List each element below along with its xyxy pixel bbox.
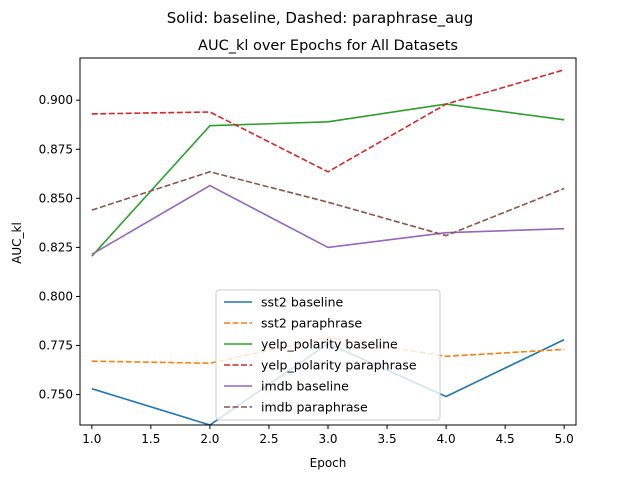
- legend-box: [215, 289, 441, 421]
- y-tick-label: 0.850: [39, 191, 73, 205]
- chart-title: AUC_kl over Epochs for All Datasets: [198, 38, 458, 54]
- chart-suptitle: Solid: baseline, Dashed: paraphrase_aug: [167, 9, 474, 28]
- series-line: [91, 103, 565, 257]
- y-tick-label: 0.900: [39, 93, 73, 107]
- x-tick-label: 2.5: [259, 432, 278, 446]
- legend-label: yelp_polarity paraphrase: [261, 358, 417, 373]
- x-tick-label: 5.0: [555, 432, 574, 446]
- y-tick-label: 0.750: [39, 388, 73, 402]
- x-axis-label: Epoch: [310, 456, 347, 470]
- x-tick-label: 3.0: [318, 432, 337, 446]
- legend-label: sst2 baseline: [261, 295, 344, 310]
- y-tick-label: 0.800: [39, 289, 73, 303]
- series-line: [91, 69, 565, 173]
- legend-label: imdb paraphrase: [261, 400, 368, 415]
- x-tick-label: 4.5: [496, 432, 515, 446]
- legend-label: sst2 paraphrase: [261, 316, 362, 331]
- legend-label: yelp_polarity baseline: [261, 337, 398, 352]
- legend-label: imdb baseline: [261, 379, 349, 394]
- y-tick-label: 0.825: [39, 240, 73, 254]
- x-tick-label: 4.0: [437, 432, 456, 446]
- y-axis-label: AUC_kl: [10, 222, 24, 264]
- y-tick-label: 0.875: [39, 142, 73, 156]
- x-tick-label: 1.5: [141, 432, 160, 446]
- y-axis: 0.750 0.775 0.800 0.825 0.850 0.875 0.900: [39, 93, 80, 402]
- x-tick-label: 1.0: [82, 432, 101, 446]
- series-line: [91, 171, 565, 237]
- series-layer: [91, 69, 565, 426]
- x-axis: 1.0 1.5 2.0 2.5 3.0 3.5 4.0 4.5 5.0: [82, 425, 574, 446]
- legend: sst2 baseline sst2 paraphrase yelp_polarit…: [215, 289, 441, 421]
- plot-area: 1.0 1.5 2.0 2.5 3.0 3.5 4.0 4.5 5.0 0.7500.7750.…: [39, 57, 577, 446]
- x-tick-label: 3.5: [378, 432, 397, 446]
- y-tick-label: 0.775: [39, 339, 73, 353]
- series-line: [91, 184, 565, 255]
- x-tick-label: 2.0: [200, 432, 219, 446]
